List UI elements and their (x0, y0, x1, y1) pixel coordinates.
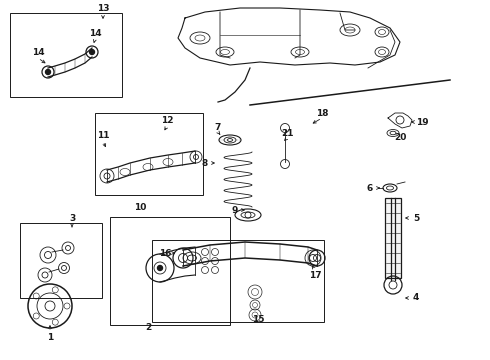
Text: 10: 10 (134, 202, 146, 212)
Bar (95, 113, 203, 195)
Text: 19: 19 (416, 117, 428, 126)
Text: 6: 6 (367, 184, 373, 193)
Text: 14: 14 (32, 48, 44, 57)
Text: 21: 21 (281, 129, 293, 138)
Text: 16: 16 (159, 248, 171, 257)
Text: 9: 9 (232, 206, 238, 215)
Text: 15: 15 (252, 315, 264, 324)
Text: 8: 8 (202, 158, 208, 167)
Text: 1: 1 (47, 333, 53, 342)
Bar (10, 13, 122, 97)
Circle shape (157, 266, 163, 270)
Circle shape (90, 50, 95, 54)
Text: 17: 17 (309, 270, 321, 279)
Bar (152, 240, 324, 322)
Text: 3: 3 (69, 213, 75, 222)
Text: 12: 12 (161, 116, 173, 125)
Bar (385, 198, 401, 278)
Text: 7: 7 (215, 122, 221, 131)
Bar (110, 217, 230, 325)
Text: 5: 5 (413, 213, 419, 222)
Bar (20, 223, 102, 298)
Text: 13: 13 (97, 4, 109, 13)
Text: 2: 2 (145, 324, 151, 333)
Text: 14: 14 (89, 28, 101, 37)
Text: 11: 11 (97, 131, 109, 140)
Text: 4: 4 (413, 293, 419, 302)
Text: 20: 20 (394, 132, 406, 141)
Text: 18: 18 (316, 108, 328, 117)
Circle shape (46, 69, 50, 75)
